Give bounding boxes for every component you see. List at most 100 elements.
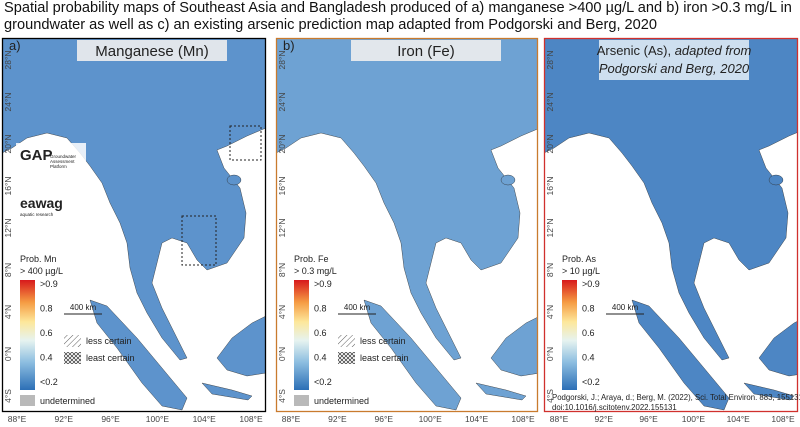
lon-label: 100°E bbox=[419, 414, 443, 424]
legend-label: least certain bbox=[360, 353, 409, 363]
panel-heading: Arsenic (As), adapted from bbox=[597, 43, 752, 58]
heading-part: Arsenic (As), bbox=[597, 43, 675, 58]
legend-label: undetermined bbox=[314, 396, 369, 406]
lat-label: 24°N bbox=[277, 93, 287, 112]
lon-label: 92°E bbox=[595, 414, 614, 424]
citation: Podgorski, J.; Araya, d.; Berg, M. (2022… bbox=[552, 393, 800, 402]
lat-label: 4°S bbox=[3, 389, 13, 403]
legend-label: 0.6 bbox=[40, 328, 53, 338]
lat-label: 0°N bbox=[277, 347, 287, 361]
lat-label: 16°N bbox=[277, 177, 287, 196]
legend-title: > 400 µg/L bbox=[20, 266, 63, 276]
frame bbox=[1, 37, 267, 413]
map-panel: Arsenic (As), adapted from Podgorski and … bbox=[543, 37, 800, 424]
scale-label: 400 km bbox=[612, 303, 639, 312]
lat-label: 12°N bbox=[277, 219, 287, 238]
heading-box bbox=[599, 40, 749, 80]
legend-title: > 10 µg/L bbox=[562, 266, 600, 276]
lat-label: 8°N bbox=[277, 263, 287, 277]
cross-swatch bbox=[64, 352, 81, 364]
panel-heading: Manganese (Mn) bbox=[95, 43, 208, 60]
legend-label: >0.9 bbox=[582, 279, 600, 289]
legend-label: 0.4 bbox=[40, 353, 53, 363]
lat-label: 20°N bbox=[545, 135, 555, 154]
figure-title: Spatial probability maps of Southeast As… bbox=[4, 0, 792, 33]
eawag-logo: eawag bbox=[20, 195, 63, 211]
lat-label: 28°N bbox=[545, 51, 555, 70]
legend-label: 0.6 bbox=[582, 328, 595, 338]
map bbox=[2, 38, 266, 411]
hatch-swatch bbox=[338, 335, 355, 347]
panel-heading: Podgorski and Berg, 2020 bbox=[599, 61, 750, 76]
lon-label: 96°E bbox=[101, 414, 120, 424]
lat-label: 4°N bbox=[3, 305, 13, 319]
legend-label: <0.2 bbox=[582, 377, 600, 387]
lon-label: 100°E bbox=[146, 414, 170, 424]
legend-ramp bbox=[562, 280, 577, 390]
eawag-subtitle: aquatic research bbox=[20, 212, 54, 217]
lon-label: 108°E bbox=[239, 414, 263, 424]
citation: doi:10.1016/j.scitotenv.2022.155131 bbox=[552, 403, 677, 412]
legend-ramp bbox=[294, 280, 309, 390]
panel-letter: a) bbox=[9, 38, 21, 53]
legend-label: <0.2 bbox=[314, 377, 332, 387]
legend-label: least certain bbox=[86, 353, 135, 363]
map-panel: a) Manganese (Mn) 28°N 24°N 20°N 16°N 12°N 8°N 4… bbox=[1, 37, 267, 424]
lon-label: 100°E bbox=[682, 414, 706, 424]
lat-label: 28°N bbox=[277, 51, 287, 70]
scale-label: 400 km bbox=[70, 303, 97, 312]
legend-label: 0.8 bbox=[314, 304, 327, 314]
legend-label: less certain bbox=[360, 336, 406, 346]
heading-part: adapted from bbox=[675, 43, 752, 58]
gap-subtitle: Assessment bbox=[50, 159, 75, 164]
legend-title: Prob. Fe bbox=[294, 254, 329, 264]
legend-label: >0.9 bbox=[40, 279, 58, 289]
legend-title: Prob. Mn bbox=[20, 254, 57, 264]
lon-label: 88°E bbox=[282, 414, 301, 424]
frame bbox=[275, 37, 539, 413]
lon-label: 104°E bbox=[727, 414, 751, 424]
lat-label: 4°N bbox=[545, 305, 555, 319]
gap-logo: GAP bbox=[20, 147, 53, 164]
lat-label: 0°N bbox=[545, 347, 555, 361]
lat-label: 0°N bbox=[3, 347, 13, 361]
legend-label: 0.4 bbox=[314, 353, 327, 363]
cross-swatch bbox=[338, 352, 355, 364]
lon-label: 104°E bbox=[465, 414, 489, 424]
legend-label: <0.2 bbox=[40, 377, 58, 387]
hatch-swatch bbox=[64, 335, 81, 347]
lat-label: 16°N bbox=[3, 177, 13, 196]
lat-label: 16°N bbox=[545, 177, 555, 196]
lat-label: 24°N bbox=[545, 93, 555, 112]
lon-label: 108°E bbox=[771, 414, 795, 424]
heading-box bbox=[351, 40, 501, 61]
heading-box bbox=[77, 40, 227, 61]
lon-label: 88°E bbox=[8, 414, 27, 424]
lon-label: 108°E bbox=[511, 414, 535, 424]
focus-box bbox=[181, 215, 217, 266]
lon-label: 96°E bbox=[375, 414, 394, 424]
legend-label: less certain bbox=[86, 336, 132, 346]
lat-label: 12°N bbox=[3, 219, 13, 238]
lon-label: 92°E bbox=[328, 414, 347, 424]
panel-heading: Iron (Fe) bbox=[397, 43, 455, 60]
legend-label: 0.8 bbox=[40, 304, 53, 314]
map-panel: b) Iron (Fe) 28°N 24°N 20°N 16°N 12°N 8°N 4°N 0°N… bbox=[275, 37, 539, 424]
lat-label: 20°N bbox=[277, 135, 287, 154]
legend-label: 0.4 bbox=[582, 353, 595, 363]
legend-label: undetermined bbox=[40, 396, 95, 406]
undetermined-swatch bbox=[20, 395, 35, 406]
frame bbox=[543, 37, 799, 413]
focus-box bbox=[229, 125, 262, 161]
legend-label: 0.8 bbox=[582, 304, 595, 314]
lat-label: 8°N bbox=[3, 263, 13, 277]
scale-label: 400 km bbox=[344, 303, 371, 312]
logo-bg bbox=[16, 143, 86, 223]
legend-title: Prob. As bbox=[562, 254, 597, 264]
gap-subtitle: Platform bbox=[50, 164, 67, 169]
panel-letter: b) bbox=[283, 38, 295, 53]
legend-label: >0.9 bbox=[314, 279, 332, 289]
lat-label: 4°N bbox=[277, 305, 287, 319]
